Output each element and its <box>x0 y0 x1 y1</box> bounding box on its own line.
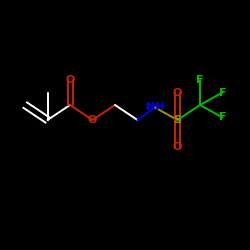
Text: NH: NH <box>146 102 164 113</box>
Text: O: O <box>88 115 97 125</box>
Text: S: S <box>174 115 182 125</box>
Text: F: F <box>219 88 226 98</box>
Text: F: F <box>219 112 226 122</box>
Text: F: F <box>196 75 204 85</box>
Text: O: O <box>173 88 182 98</box>
Text: O: O <box>173 142 182 152</box>
Text: O: O <box>65 75 75 85</box>
